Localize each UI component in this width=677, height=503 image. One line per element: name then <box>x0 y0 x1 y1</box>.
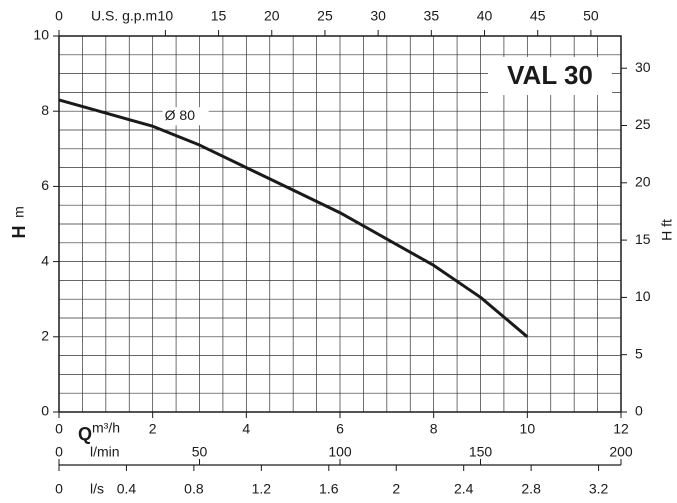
lmin-tick-label: 200 <box>609 444 633 460</box>
y-tick-label: 10 <box>33 27 49 43</box>
lmin-axis-label: l/min <box>90 444 120 460</box>
x-axis-symbol: Q <box>78 424 92 444</box>
y2-tick-label: 5 <box>635 345 643 361</box>
gpm-tick-label: 10 <box>158 8 174 24</box>
x-tick-label: 12 <box>613 421 629 437</box>
gpm-tick-label: 20 <box>264 8 280 24</box>
y2-tick-label: 15 <box>635 231 651 247</box>
y-tick-label: 6 <box>41 177 49 193</box>
lmin-tick-label: 100 <box>328 444 352 460</box>
curve <box>58 98 529 338</box>
gpm-tick-label: 25 <box>317 8 333 24</box>
ls-tick-label: 0 <box>55 481 63 497</box>
y2-tick-label: 25 <box>635 116 651 132</box>
ls-tick-label: 3.2 <box>589 481 609 497</box>
x-tick-label: 6 <box>336 421 344 437</box>
lmin-tick-label: 0 <box>55 444 63 460</box>
ls-tick-label: 2 <box>392 481 400 497</box>
curve-label: Ø 80 <box>165 107 196 123</box>
chart-title: VAL 30 <box>507 60 593 90</box>
ls-tick-label: 0.8 <box>184 481 204 497</box>
gpm-tick-label: 40 <box>477 8 493 24</box>
ls-tick-label: 2.4 <box>454 481 474 497</box>
x-axis-unit: m³/h <box>92 420 120 436</box>
title-box <box>488 57 612 95</box>
y-tick-label: 0 <box>41 403 49 419</box>
x-tick-label: 10 <box>520 421 536 437</box>
gpm-tick-label: 45 <box>530 8 546 24</box>
y-tick-label: 8 <box>41 102 49 118</box>
x-tick-label: 2 <box>149 421 157 437</box>
gpm-tick-label: 30 <box>370 8 386 24</box>
y-tick-label: 2 <box>41 328 49 344</box>
y-axis-unit: m <box>11 206 27 218</box>
x-tick-label: 8 <box>430 421 438 437</box>
ls-tick-label: 2.8 <box>521 481 541 497</box>
gpm-tick-label: 15 <box>211 8 227 24</box>
y2-axis-label: H ft <box>659 219 675 241</box>
ls-tick-label: 1.6 <box>319 481 339 497</box>
x-tick-label: 4 <box>242 421 250 437</box>
gpm-tick-label: 50 <box>583 8 599 24</box>
y-tick-label: 4 <box>41 252 49 268</box>
gpm-tick-label: 35 <box>424 8 440 24</box>
lmin-tick-label: 50 <box>192 444 208 460</box>
y2-tick-label: 30 <box>635 59 651 75</box>
gpm-tick-label: 0 <box>55 8 63 24</box>
y2-tick-label: 10 <box>635 288 651 304</box>
y2-tick-label: 20 <box>635 174 651 190</box>
ls-tick-label: 0.4 <box>117 481 137 497</box>
ls-axis-label: l/s <box>90 481 104 497</box>
gpm-axis-label: U.S. g.p.m. <box>91 8 161 24</box>
ls-tick-label: 1.2 <box>252 481 272 497</box>
lmin-tick-label: 150 <box>469 444 493 460</box>
y-axis-symbol: H <box>9 226 29 239</box>
x-tick-label: 0 <box>55 421 63 437</box>
curve-label-bg <box>162 107 209 126</box>
y2-tick-label: 0 <box>635 403 643 419</box>
